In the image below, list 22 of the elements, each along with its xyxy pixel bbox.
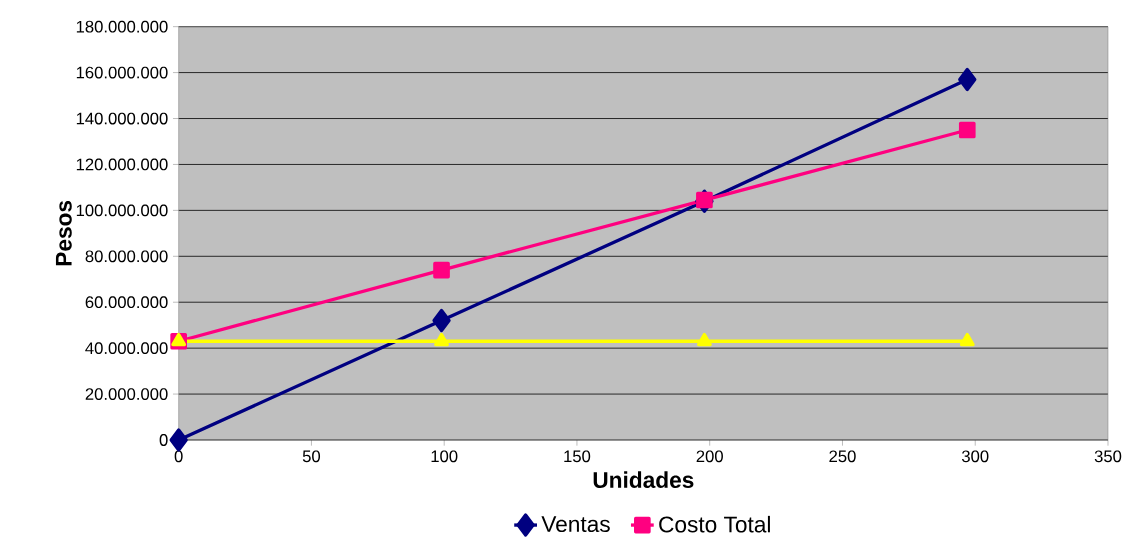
y-tick-label: 80.000.000 [85, 250, 168, 263]
x-tick-label: 0 [174, 450, 183, 463]
y-tick-label: 0 [159, 434, 168, 447]
y-tick-label: 160.000.000 [76, 66, 168, 79]
legend-label: Ventas [541, 516, 610, 533]
y-tick-label: 100.000.000 [76, 204, 168, 217]
y-tick-label: 20.000.000 [85, 388, 168, 401]
y-tick-label: 140.000.000 [76, 112, 168, 125]
x-tick-label: 200 [696, 450, 723, 463]
x-tick-label: 300 [961, 450, 989, 463]
y-tick-label: 180.000.000 [76, 20, 168, 33]
x-tick-label: 350 [1094, 450, 1122, 463]
x-tick-label: 50 [302, 450, 321, 463]
x-axis-title: Unidades [593, 471, 694, 489]
x-tick-label: 250 [829, 450, 856, 463]
y-axis-title: Pesos [55, 201, 72, 266]
y-tick-label: 120.000.000 [76, 158, 168, 171]
y-tick-label: 60.000.000 [85, 296, 168, 309]
x-tick-label: 150 [564, 450, 591, 463]
y-tick-label: 40.000.000 [85, 342, 168, 355]
legend-label: Costo Total [659, 516, 770, 533]
x-tick-label: 100 [431, 450, 458, 463]
